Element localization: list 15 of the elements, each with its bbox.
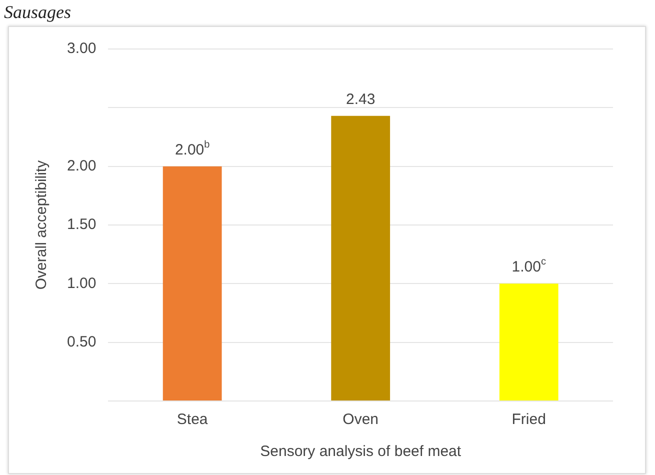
x-tick-label: Oven xyxy=(342,411,379,428)
x-axis-title: Sensory analysis of beef meat xyxy=(260,443,462,460)
x-tick-label: Stea xyxy=(176,411,208,428)
y-tick-label: 2.00 xyxy=(66,157,96,174)
bar xyxy=(499,284,558,400)
chart-title: Sausages xyxy=(4,1,71,23)
y-tick-label: 0.50 xyxy=(66,333,96,350)
bar xyxy=(331,116,390,400)
y-tick-label: 1.00 xyxy=(66,274,96,292)
x-tick-label: Fried xyxy=(512,411,546,428)
y-tick-label: 1.50 xyxy=(66,216,96,234)
bar xyxy=(162,166,222,400)
y-tick-label: 3.00 xyxy=(66,40,96,58)
y-axis-title: Overall acceptibility xyxy=(33,160,50,290)
data-label: 2.43 xyxy=(346,90,376,108)
